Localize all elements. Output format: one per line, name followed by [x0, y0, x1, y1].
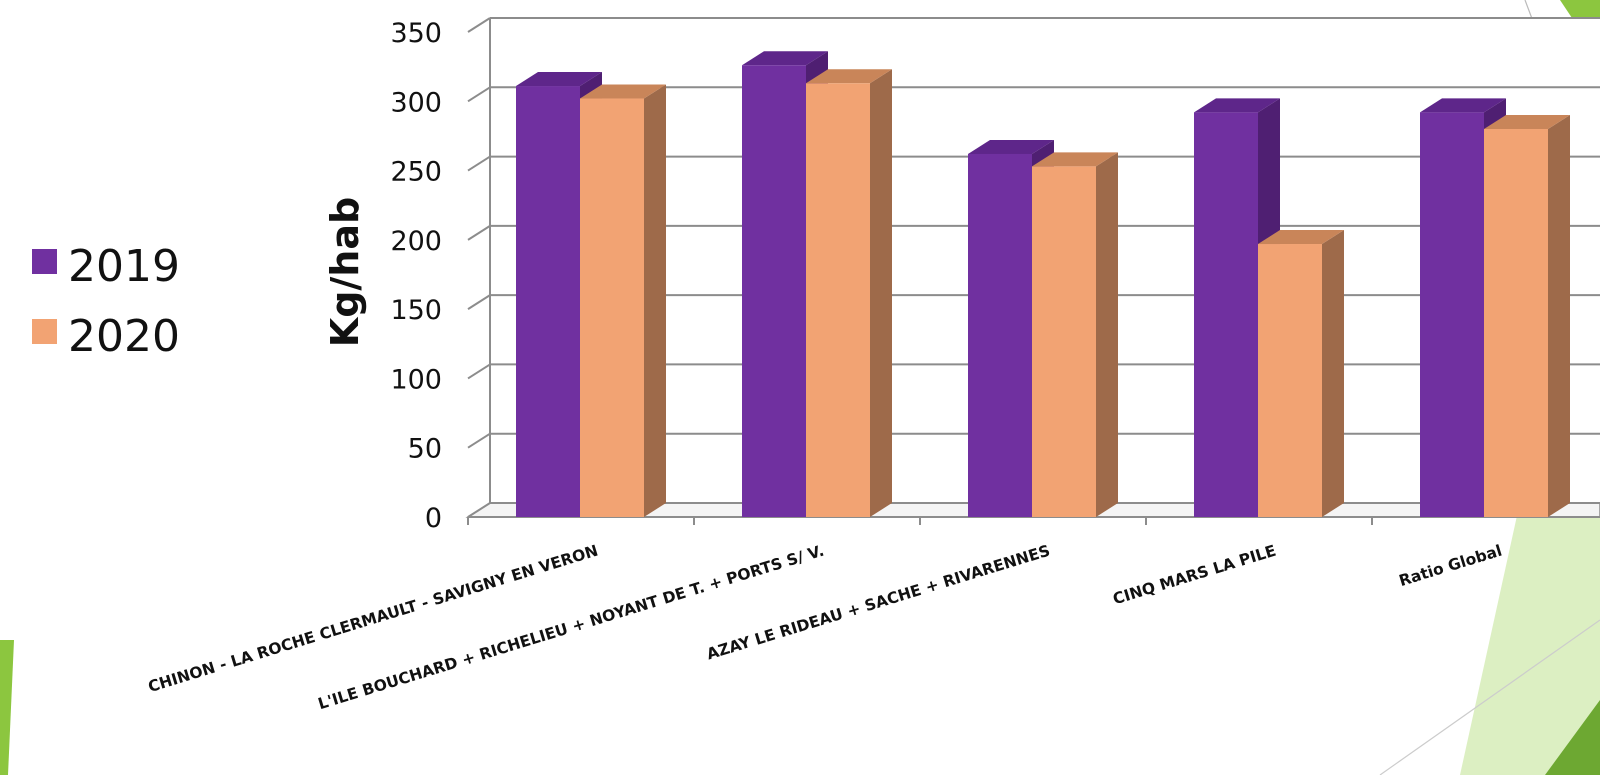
bar-top-2020	[806, 69, 892, 84]
gridline-side	[467, 86, 491, 103]
bar-2019	[1194, 112, 1258, 517]
decor-line	[1379, 619, 1600, 775]
x-category-label: AZAY LE RIDEAU + SACHE + RIVARENNES	[705, 542, 1053, 664]
x-category-label: CINQ MARS LA PILE	[1111, 542, 1278, 609]
bar-top-2019	[1194, 98, 1280, 113]
gridline-side	[467, 502, 491, 518]
y-tick-label: 150	[390, 295, 442, 326]
bar-side-2020	[1548, 115, 1570, 517]
bar-2020	[1258, 244, 1322, 517]
y-tick-label: 0	[425, 503, 442, 534]
legend-swatch-2020	[32, 319, 57, 344]
x-category-label: Ratio Global	[1397, 542, 1504, 590]
bar-2019	[516, 86, 580, 518]
gridline-side	[467, 17, 491, 33]
bar-top-2020	[1258, 230, 1344, 245]
gridline-side	[467, 363, 491, 380]
legend-label-2019: 2019	[68, 241, 180, 292]
y-tick-label: 250	[390, 157, 442, 188]
bar-top-2019	[516, 72, 602, 87]
bar-side-2020	[644, 84, 666, 517]
bar-2020	[1032, 166, 1096, 517]
y-tick-label: 200	[390, 226, 442, 257]
bar-2020	[806, 83, 870, 518]
bar-2020	[580, 98, 644, 517]
y-tick-label: 50	[408, 434, 442, 465]
bar-top-2020	[580, 84, 666, 99]
y-tick-label: 100	[390, 364, 442, 395]
y-tick-label: 300	[390, 87, 442, 118]
bar-top-2020	[1484, 115, 1570, 129]
legend-swatch-2019	[32, 249, 57, 274]
bar-top-2020	[1032, 152, 1118, 167]
bar-top-2019	[1420, 98, 1506, 113]
bar-top-2019	[968, 139, 1054, 154]
chart-bars	[516, 51, 1570, 518]
legend-label-2020: 2020	[68, 311, 180, 362]
y-axis: 0 50 100 150 200 250 300 350	[390, 18, 442, 534]
gridline-side	[467, 432, 491, 449]
bar-2019	[1420, 112, 1484, 517]
gridline-side	[467, 225, 491, 241]
gridline-side	[467, 155, 491, 172]
bar-2019	[742, 65, 806, 517]
bar-side-2020	[1096, 152, 1118, 517]
bar-top-2019	[742, 51, 828, 66]
decor-green-left	[0, 640, 14, 775]
bar-2019	[968, 153, 1032, 517]
y-axis-title: Kg/hab	[323, 197, 367, 347]
y-tick-label: 350	[390, 18, 442, 49]
decor-green-corner	[1545, 700, 1600, 775]
bar-side-2020	[1322, 230, 1344, 517]
x-axis-labels: CHINON - LA ROCHE CLERMAULT - SAVIGNY EN…	[146, 542, 1504, 714]
gridline-side	[467, 294, 491, 310]
bar-2020	[1484, 129, 1548, 517]
legend: 2019 2020	[32, 241, 180, 362]
bar-side-2020	[870, 69, 892, 518]
x-category-label: CHINON - LA ROCHE CLERMAULT - SAVIGNY EN…	[146, 542, 600, 696]
